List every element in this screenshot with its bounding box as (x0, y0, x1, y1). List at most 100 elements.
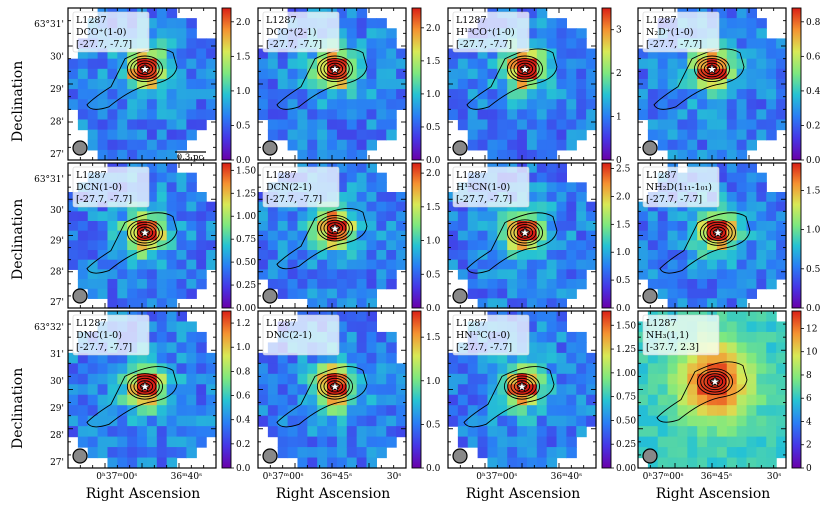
heatmap-cell (566, 109, 577, 121)
heatmap-cell (697, 211, 708, 222)
heatmap-cell (317, 352, 328, 364)
heatmap-cells (638, 8, 787, 161)
heatmap-cell (556, 28, 567, 39)
heatmap-cell (166, 163, 178, 174)
heatmap-cell (556, 436, 567, 448)
heatmap-cell (317, 230, 328, 241)
heatmap-cell (307, 89, 318, 100)
heatmap-cell (576, 384, 587, 396)
heatmap-cell (556, 99, 567, 110)
heatmap-cell (776, 331, 787, 343)
heatmap-cell (386, 68, 397, 80)
heatmap-cell (536, 89, 548, 100)
heatmap-cell (346, 129, 358, 141)
heatmap-cell (746, 373, 757, 385)
heatmap-cell (307, 78, 318, 90)
heatmap-cell (146, 8, 158, 19)
heatmap-cell (507, 240, 518, 251)
heatmap-cell (146, 240, 158, 251)
heatmap-cell (776, 109, 787, 121)
heatmap-cell (677, 221, 688, 232)
heatmap-cell (327, 240, 338, 251)
heatmap-cell (526, 240, 538, 251)
heatmap-cell (336, 259, 348, 270)
heatmap-cell (196, 373, 207, 385)
heatmap-cell (657, 259, 669, 270)
heatmap-cell (386, 192, 397, 203)
heatmap-cell (487, 298, 498, 309)
colorbar-tick-label: 0.5 (236, 121, 251, 131)
heatmap-cell (77, 250, 89, 261)
heatmap-cell (366, 384, 377, 396)
heatmap-cell (196, 58, 207, 70)
heatmap-cell (707, 139, 718, 151)
heatmap-cell (526, 352, 538, 364)
heatmap-cell (647, 415, 659, 427)
heatmap-cell (376, 211, 387, 222)
heatmap-cell (457, 436, 469, 448)
heatmap-cell (746, 311, 757, 323)
heatmap-cell (448, 384, 459, 396)
heatmap-cell (327, 269, 338, 280)
heatmap-cell (287, 352, 299, 364)
heatmap-cell (716, 192, 728, 203)
heatmap-cell (196, 415, 207, 427)
heatmap-cell (546, 269, 558, 280)
heatmap-cell (448, 230, 459, 241)
heatmap-cell (457, 415, 469, 427)
heatmap-cell (107, 352, 118, 364)
heatmap-cell (526, 405, 538, 417)
label-box (262, 166, 340, 208)
heatmap-cell (687, 352, 698, 364)
heatmap-cell (746, 163, 757, 174)
heatmap-cell (307, 394, 318, 406)
contour-inner (130, 57, 160, 80)
colorbar (411, 7, 422, 161)
contour-lines (653, 48, 745, 110)
heatmap-cell (277, 415, 289, 427)
heatmap-cell (707, 352, 718, 364)
heatmap-cell (336, 182, 348, 193)
heatmap-cell (376, 279, 387, 290)
heatmap-cell (97, 426, 109, 438)
heatmap-cell (566, 58, 577, 70)
heatmap-cell (87, 221, 99, 232)
heatmap-cell (507, 99, 518, 110)
heatmap-cell (756, 436, 767, 448)
heatmap-cell (117, 68, 128, 80)
heatmap-cell (166, 109, 178, 121)
colorbar-tick-label: 0.4 (236, 416, 251, 426)
heatmap-cell (457, 48, 469, 60)
heatmap-cell (327, 259, 338, 270)
heatmap-cell (137, 352, 148, 364)
heatmap-cell (277, 384, 289, 396)
heatmap-cell (346, 48, 358, 60)
heatmap-cell (576, 28, 587, 39)
heatmap-cell (376, 436, 387, 448)
heatmap-cell (87, 89, 99, 100)
heatmap-cell (327, 48, 338, 60)
heatmap-cell (176, 240, 187, 251)
colorbar-tick-label: 1.0 (426, 90, 441, 100)
heatmap-cell (176, 279, 187, 290)
heatmap-cell (156, 99, 168, 110)
heatmap-cell (716, 129, 728, 141)
heatmap-cell (317, 78, 328, 90)
heatmap-cell (277, 279, 289, 290)
dec-tick-label: 30' (50, 206, 64, 216)
ra-tick-label: 0ʰ37ᵐ00ˢ (263, 472, 304, 482)
heatmap-cell (87, 109, 99, 121)
heatmap-cell (566, 250, 577, 261)
heatmap-cell (196, 436, 207, 448)
colorbar (411, 162, 422, 309)
heatmap-cell (97, 119, 109, 131)
heatmap-cell (517, 352, 528, 364)
heatmap-cell (156, 119, 168, 131)
heatmap-cell (647, 269, 659, 280)
heatmap-cell (386, 89, 397, 100)
heatmap-cell (687, 426, 698, 438)
heatmap-cell (657, 250, 669, 261)
heatmap-cell (336, 457, 348, 469)
beam-circle (642, 288, 658, 304)
heatmap-cell (467, 405, 479, 417)
